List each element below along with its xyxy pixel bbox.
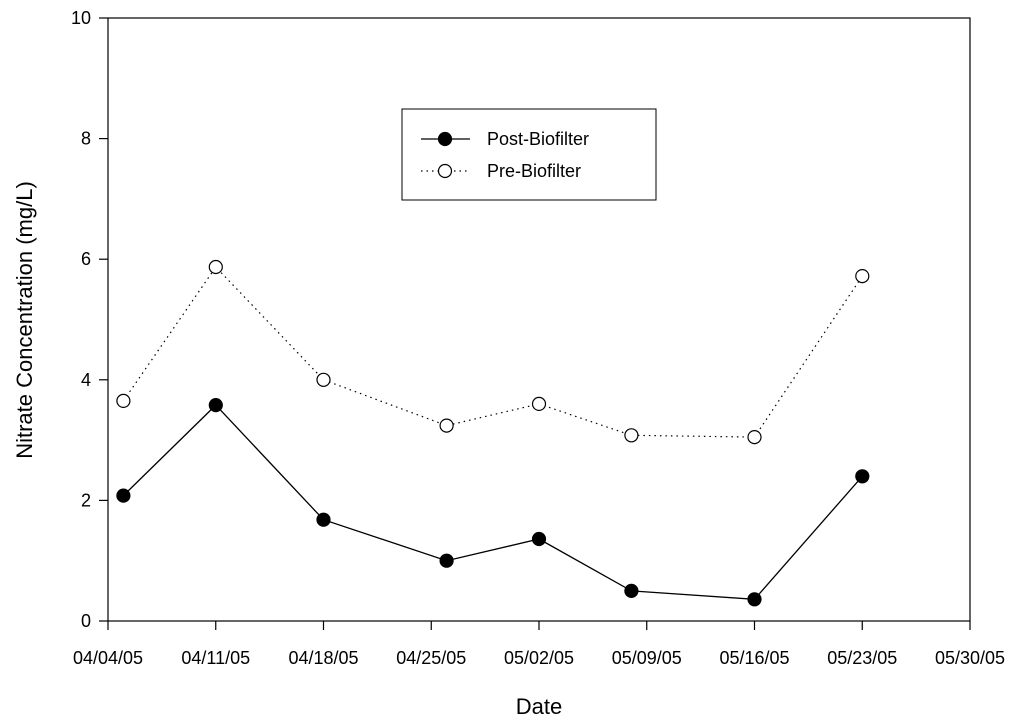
- x-tick-label: 05/02/05: [504, 648, 574, 668]
- series-line-1: [122, 266, 863, 438]
- data-point-series-0: [855, 469, 870, 484]
- data-point-series-1: [316, 372, 331, 387]
- legend-marker-post: [437, 131, 453, 147]
- x-tick-label: 05/16/05: [719, 648, 789, 668]
- data-point-series-1: [531, 396, 547, 411]
- legend-label-post: Post-Biofilter: [487, 129, 589, 149]
- series-line-0: [122, 404, 863, 600]
- data-point-series-1: [439, 418, 454, 433]
- data-point-series-0: [116, 488, 131, 503]
- plot-frame: [107, 17, 971, 622]
- data-point-series-0: [439, 553, 454, 568]
- y-tick-label: 0: [81, 611, 91, 631]
- data-point-series-0: [316, 512, 331, 527]
- series-layer: [116, 259, 870, 607]
- data-point-series-0: [531, 531, 547, 547]
- y-tick-label: 4: [81, 370, 91, 390]
- y-axis: 0 2 4 6 8 10: [71, 8, 108, 631]
- x-tick-label: 05/23/05: [827, 648, 897, 668]
- x-tick-label: 05/09/05: [612, 648, 682, 668]
- data-point-series-0: [208, 398, 223, 413]
- x-axis-title: Date: [516, 694, 562, 719]
- x-tick-label: 04/11/05: [181, 648, 250, 668]
- data-point-series-0: [624, 583, 639, 599]
- data-point-series-1: [116, 393, 131, 408]
- legend-label-pre: Pre-Biofilter: [487, 161, 581, 181]
- data-point-series-1: [624, 428, 639, 443]
- x-tick-label: 04/04/05: [73, 648, 143, 668]
- x-tick-label: 05/30/05: [935, 648, 1005, 668]
- data-point-series-1: [747, 430, 762, 445]
- data-point-series-0: [747, 592, 762, 607]
- legend: Post-Biofilter Pre-Biofilter: [401, 108, 657, 201]
- data-point-series-1: [208, 259, 223, 275]
- y-tick-label: 6: [81, 249, 91, 269]
- x-tick-label: 04/18/05: [288, 648, 358, 668]
- y-tick-label: 2: [81, 490, 91, 510]
- data-point-series-1: [855, 269, 870, 284]
- legend-marker-pre: [437, 163, 453, 179]
- legend-box: [401, 108, 657, 201]
- x-tick-label: 04/25/05: [396, 648, 466, 668]
- y-axis-title: Nitrate Concentration (mg/L): [12, 181, 37, 459]
- y-tick-label: 8: [81, 129, 91, 149]
- y-tick-label: 10: [71, 8, 91, 28]
- x-axis: 04/04/05 04/11/05 04/18/05 04/25/05 05/02/05…: [73, 621, 1005, 668]
